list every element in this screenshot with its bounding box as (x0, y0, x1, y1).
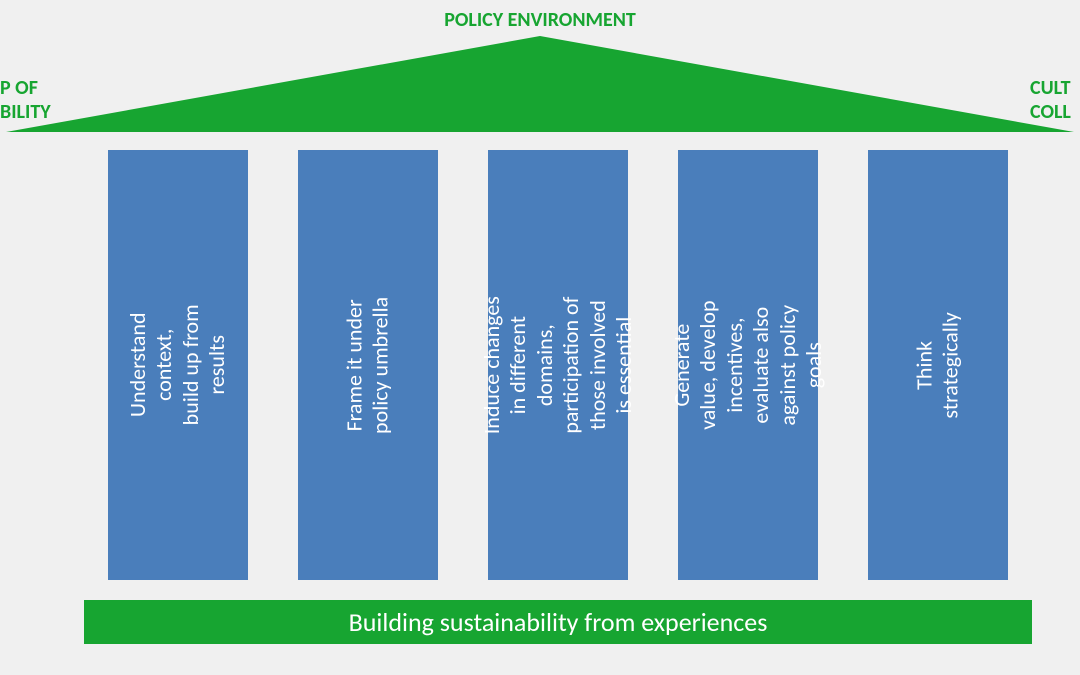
pillar-3-label: Induce changes in different domains, par… (479, 295, 637, 435)
pillar-2-label: Frame it under policy umbrella (342, 295, 395, 435)
pillar-4: Generate value, develop incentives, eval… (678, 150, 818, 580)
pillar-5: Think strategically (868, 150, 1008, 580)
pillar-5-label: Think strategically (912, 295, 965, 435)
right-side-label: CULT COLL (1030, 76, 1080, 124)
foundation-bar: Building sustainability from experiences (84, 600, 1032, 644)
pillar-2: Frame it under policy umbrella (298, 150, 438, 580)
foundation-label: Building sustainability from experiences (349, 606, 768, 638)
pillar-1: Understand context, build up from result… (108, 150, 248, 580)
pillar-3: Induce changes in different domains, par… (488, 150, 628, 580)
pillar-4-label: Generate value, develop incentives, eval… (669, 295, 827, 435)
left-side-label: P OF BILITY (0, 76, 60, 124)
diagram-canvas: POLICY ENVIRONMENTP OF BILITYCULT COLLUn… (0, 0, 1080, 675)
pillar-1-label: Understand context, build up from result… (125, 295, 231, 435)
